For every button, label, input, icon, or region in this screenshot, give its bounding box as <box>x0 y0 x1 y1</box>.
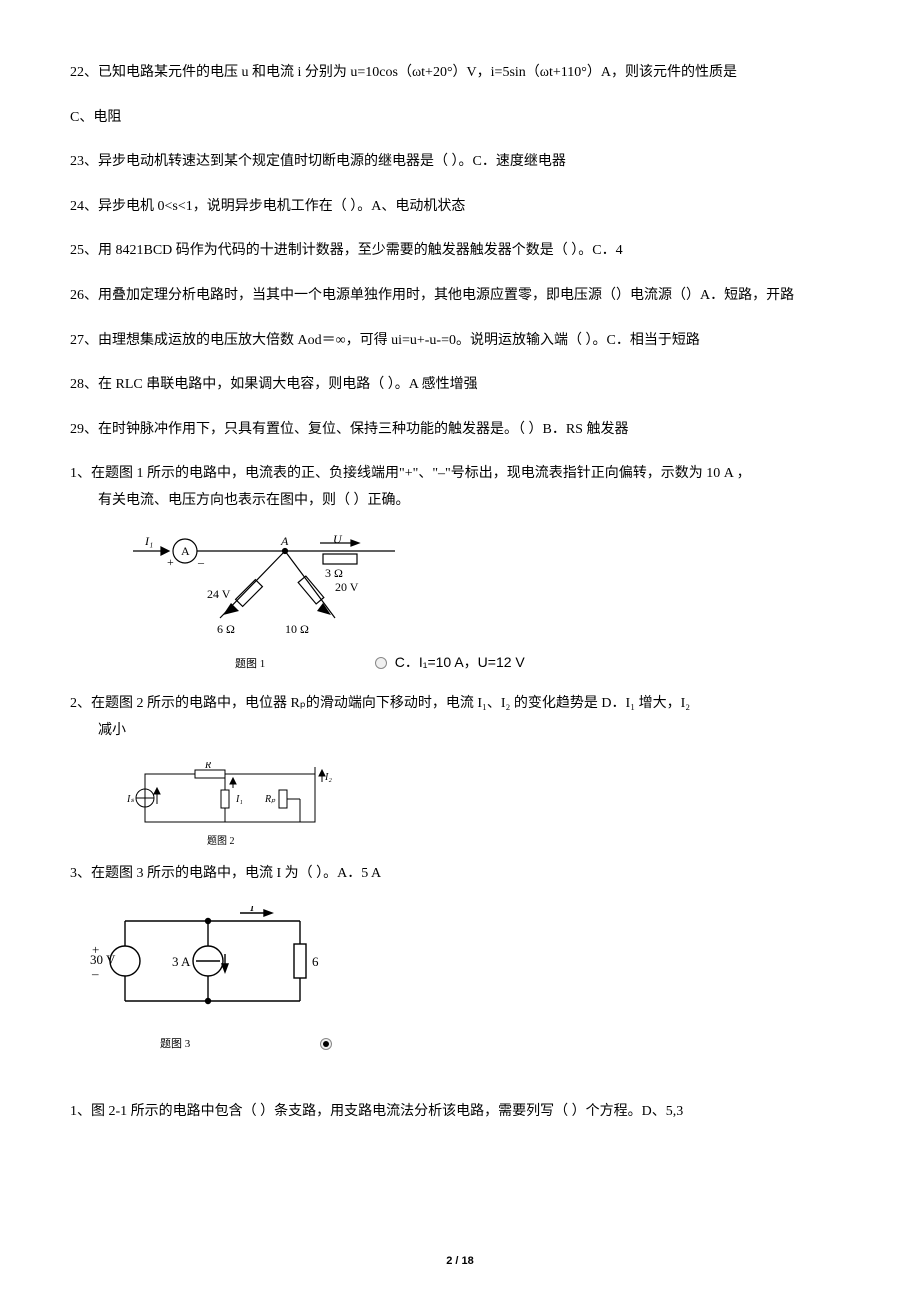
fig1-v20: 20 V <box>335 580 359 594</box>
question-1a: 1、在题图 1 所示的电路中，电流表的正、负接线端用"+"、"–"号标出，现电流… <box>70 461 850 514</box>
fig2-Is: Iₛ <box>126 794 134 805</box>
question-24: 24、异步电机 0<s<1，说明异步电机工作在（ ）。A、电动机状态 <box>70 194 850 221</box>
fig1-r3: 3 Ω <box>325 566 343 580</box>
question-22: 22、已知电路某元件的电压 u 和电流 i 分别为 u=10cos（ωt+20°… <box>70 60 850 87</box>
figure-1-svg: I₁ A + – A U 3 Ω 24 V 6 Ω 20 V 10 Ω <box>125 533 415 643</box>
q28-text: 28、在 RLC 串联电路中，如果调大电容，则电路（ ）。A 感性增强 <box>70 377 478 392</box>
fig3-R: 6 Ω <box>312 954 320 969</box>
fig1-v24: 24 V <box>207 587 231 601</box>
svg-text:–: – <box>197 555 205 569</box>
fig3-I: I <box>249 906 255 914</box>
q26-text: 26、用叠加定理分析电路时，当其中一个电源单独作用时，其他电源应置零，即电压源（… <box>70 288 794 303</box>
fig2-Rp: Rₚ <box>264 794 276 805</box>
fig2-I2: I₂ <box>324 772 332 783</box>
q25-text: 25、用 8421BCD 码作为代码的十进制计数器，至少需要的触发器触发器个数是… <box>70 243 623 258</box>
q3a-text: 3、在题图 3 所示的电路中，电流 I 为（ ）。A．5 A <box>70 866 381 881</box>
question-23: 23、异步电动机转速达到某个规定值时切断电源的继电器是（ ）。C．速度继电器 <box>70 149 850 176</box>
fig3-A: 3 A <box>172 954 191 969</box>
question-29: 29、在时钟脉冲作用下，只具有置位、复位、保持三种功能的触发器是。（ ）B．RS… <box>70 417 850 444</box>
q2a-line2: 减小 <box>70 718 850 745</box>
q1b-text: 1、图 2-1 所示的电路中包含（ ）条支路，用支路电流法分析该电路，需要列写（… <box>70 1104 683 1119</box>
svg-text:+: + <box>167 555 174 569</box>
svg-text:–: – <box>91 966 99 981</box>
question-1b: 1、图 2-1 所示的电路中包含（ ）条支路，用支路电流法分析该电路，需要列写（… <box>70 1099 850 1126</box>
fig1-U: U <box>333 533 343 546</box>
page-number: 2 / 18 <box>0 1251 920 1272</box>
fig2-caption: 题图 2 <box>207 835 235 847</box>
q1a-answer: C．I₁=10 A，U=12 V <box>395 654 525 670</box>
q29-text: 29、在时钟脉冲作用下，只具有置位、复位、保持三种功能的触发器是。（ ）B．RS… <box>70 422 628 437</box>
question-22-answer: C、电阻 <box>70 105 850 132</box>
radio-q1a[interactable] <box>375 657 387 669</box>
q24-text: 24、异步电机 0<s<1，说明异步电机工作在（ ）。A、电动机状态 <box>70 199 465 214</box>
figure-2-block: Iₛ R I₁ Rₚ I₂ 题图 2 <box>125 762 850 847</box>
q1a-line2: 有关电流、电压方向也表示在图中，则（ ）正确。 <box>70 488 850 515</box>
fig3-caption: 题图 3 <box>160 1034 190 1055</box>
q2a-line1: 2、在题图 2 所示的电路中，电位器 Rₚ的滑动端向下移动时，电流 I₁、I₂ … <box>70 691 850 718</box>
fig1-r6: 6 Ω <box>217 622 235 636</box>
question-26: 26、用叠加定理分析电路时，当其中一个电源单独作用时，其他电源应置零，即电压源（… <box>70 283 850 310</box>
fig3-V: 30 V <box>90 952 116 967</box>
fig1-I1: I₁ <box>144 534 153 548</box>
question-27: 27、由理想集成运放的电压放大倍数 Aod＝∞，可得 ui=u+-u-=0。说明… <box>70 328 850 355</box>
fig2-R: R <box>204 762 211 771</box>
fig1-r10: 10 Ω <box>285 622 309 636</box>
question-2a: 2、在题图 2 所示的电路中，电位器 Rₚ的滑动端向下移动时，电流 I₁、I₂ … <box>70 691 850 744</box>
figure-1-block: I₁ A + – A U 3 Ω 24 V 6 Ω 20 V 10 Ω 题图 1… <box>125 533 850 678</box>
q22-text: 22、已知电路某元件的电压 u 和电流 i 分别为 u=10cos（ωt+20°… <box>70 65 737 80</box>
figure-3-svg: + 30 V – 3 A 6 Ω I <box>90 906 320 1026</box>
figure-3-block: + 30 V – 3 A 6 Ω I 题图 3 <box>90 906 850 1055</box>
radio-q3a[interactable] <box>320 1038 332 1050</box>
q27-text: 27、由理想集成运放的电压放大倍数 Aod＝∞，可得 ui=u+-u-=0。说明… <box>70 333 700 348</box>
fig1-caption: 题图 1 <box>235 654 265 675</box>
figure-2-svg: Iₛ R I₁ Rₚ I₂ 题图 2 <box>125 762 335 847</box>
question-28: 28、在 RLC 串联电路中，如果调大电容，则电路（ ）。A 感性增强 <box>70 372 850 399</box>
question-25: 25、用 8421BCD 码作为代码的十进制计数器，至少需要的触发器触发器个数是… <box>70 238 850 265</box>
q22-answer: C、电阻 <box>70 110 121 125</box>
q23-text: 23、异步电动机转速达到某个规定值时切断电源的继电器是（ ）。C．速度继电器 <box>70 154 566 169</box>
fig2-I1: I₁ <box>235 794 243 805</box>
fig1-A: A <box>181 544 190 558</box>
q1a-line1: 1、在题图 1 所示的电路中，电流表的正、负接线端用"+"、"–"号标出，现电流… <box>70 461 850 488</box>
question-3a: 3、在题图 3 所示的电路中，电流 I 为（ ）。A．5 A <box>70 861 850 888</box>
fig1-node: A <box>280 534 289 548</box>
